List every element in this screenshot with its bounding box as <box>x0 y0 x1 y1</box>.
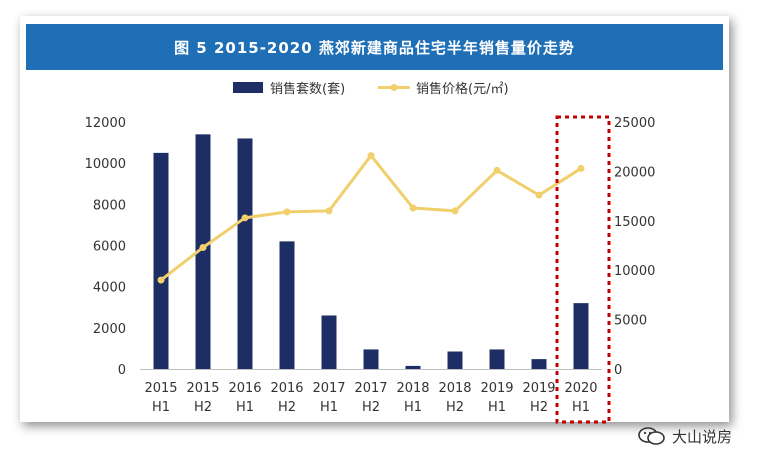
right-tick-label: 10000 <box>614 264 655 279</box>
right-tick-label: 15000 <box>614 215 655 230</box>
x-tick-half: H1 <box>152 400 170 415</box>
x-tick-year: 2015 <box>186 381 219 396</box>
x-tick-half: H2 <box>530 400 548 415</box>
bar <box>321 315 337 369</box>
watermark-text: 大山说房 <box>672 427 733 446</box>
x-tick-year: 2018 <box>396 381 429 396</box>
left-tick-label: 10000 <box>85 157 126 172</box>
right-tick-label: 20000 <box>614 165 655 180</box>
x-tick-year: 2015 <box>144 381 177 396</box>
price-point <box>367 152 375 160</box>
right-axis: 0 5000 10000 15000 20000 25000 <box>614 116 655 378</box>
left-tick-label: 2000 <box>93 322 126 337</box>
price-point <box>535 191 543 199</box>
highlight-box-2020h1 <box>555 115 611 424</box>
x-tick-half: H1 <box>320 400 338 415</box>
figure-title-banner: 图 5 2015-2020 燕郊新建商品住宅半年销售量价走势 <box>26 24 723 70</box>
price-point <box>577 164 585 172</box>
bar <box>531 359 547 369</box>
figure-title: 图 5 2015-2020 燕郊新建商品住宅半年销售量价走势 <box>174 38 575 57</box>
bar <box>363 349 379 369</box>
bar <box>153 152 169 369</box>
price-point <box>283 208 291 216</box>
bar-series <box>153 134 589 369</box>
price-point <box>451 207 459 215</box>
left-axis: 0 2000 4000 6000 8000 10000 12000 <box>85 116 126 378</box>
left-tick-label: 0 <box>118 363 126 378</box>
price-point <box>199 243 207 251</box>
line-series <box>157 152 585 284</box>
x-tick-year: 2017 <box>354 381 387 396</box>
legend-line-label: 销售价格(元/㎡) <box>416 81 509 97</box>
x-tick-year: 2019 <box>480 381 513 396</box>
x-tick-year: 2018 <box>438 381 471 396</box>
right-tick-label: 5000 <box>614 314 647 329</box>
price-point <box>241 214 249 222</box>
x-tick-half: H2 <box>194 400 212 415</box>
watermark: 大山说房 <box>638 424 732 448</box>
price-line <box>160 154 582 282</box>
price-point <box>157 276 165 284</box>
bar <box>447 351 463 369</box>
bar <box>489 349 505 369</box>
left-tick-label: 6000 <box>93 240 126 255</box>
x-tick-half: H2 <box>446 400 464 415</box>
x-axis: 2015 H1 2015 H2 2016 H1 2016 H2 2017 H1 2017 H2 2018… <box>140 369 602 415</box>
x-tick-half: H2 <box>278 400 296 415</box>
x-tick-year: 2019 <box>522 381 555 396</box>
price-point <box>493 166 501 174</box>
price-point <box>325 207 333 215</box>
x-tick-half: H2 <box>362 400 380 415</box>
legend-bar-swatch <box>233 82 263 93</box>
x-tick-half: H1 <box>488 400 506 415</box>
right-tick-label: 0 <box>614 363 622 378</box>
bar <box>279 241 295 369</box>
bar <box>405 365 421 369</box>
legend-line-marker <box>390 84 398 91</box>
left-tick-label: 8000 <box>93 198 126 213</box>
bar <box>237 138 253 369</box>
x-tick-year: 2016 <box>228 381 261 396</box>
left-tick-label: 4000 <box>93 281 126 296</box>
x-tick-year: 2017 <box>312 381 345 396</box>
x-tick-half: H1 <box>572 400 590 415</box>
price-point <box>409 204 417 212</box>
x-tick-year: 2020 <box>564 381 597 396</box>
x-tick-half: H1 <box>236 400 254 415</box>
chart-legend: 销售套数(套) 销售价格(元/㎡) <box>233 81 509 97</box>
bar <box>195 134 211 369</box>
right-tick-label: 25000 <box>614 116 655 131</box>
x-tick-year: 2016 <box>270 381 303 396</box>
left-tick-label: 12000 <box>85 116 126 131</box>
x-tick-half: H1 <box>404 400 422 415</box>
wechat-icon <box>638 427 665 445</box>
legend-bar-label: 销售套数(套) <box>270 81 345 97</box>
bar <box>573 303 589 369</box>
